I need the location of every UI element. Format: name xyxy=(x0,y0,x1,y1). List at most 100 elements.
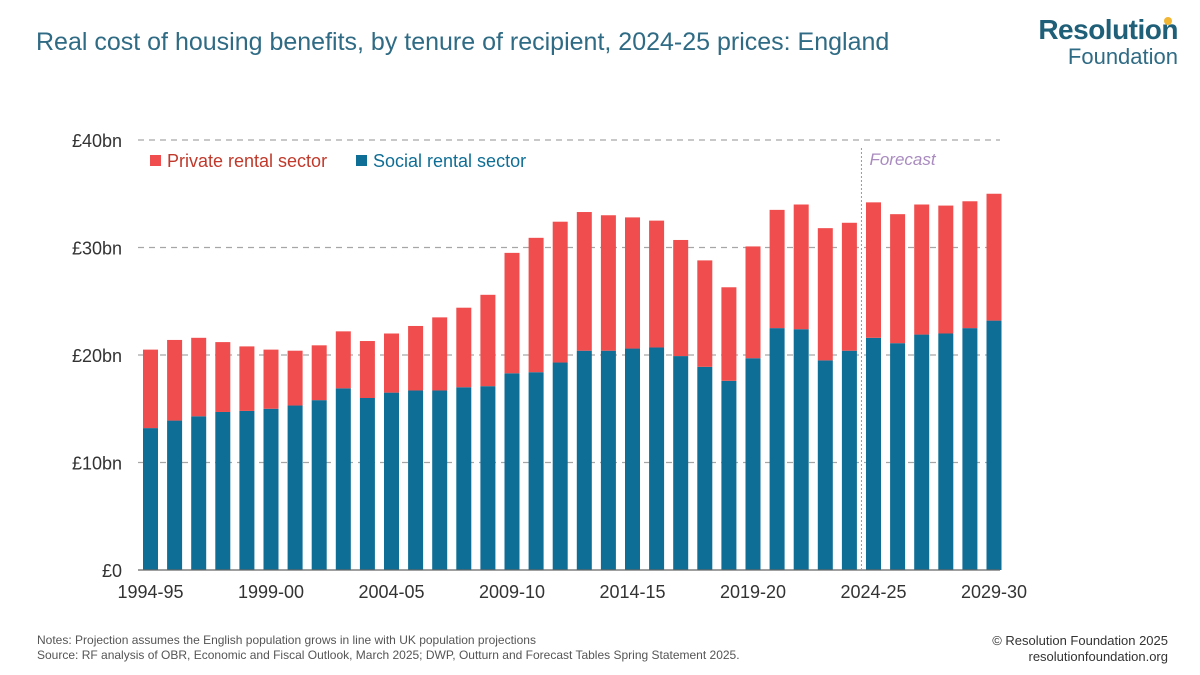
bar-private-rental xyxy=(649,220,665,348)
bar-social-rental xyxy=(721,380,737,570)
bar-private-rental xyxy=(552,221,568,363)
bar-social-rental xyxy=(480,386,496,570)
bar-private-rental xyxy=(576,212,592,351)
bar-private-rental xyxy=(384,333,399,393)
legend: Private rental sector Social rental secto… xyxy=(150,151,526,171)
bar-private-rental xyxy=(841,222,857,351)
bar-private-rental xyxy=(817,228,833,361)
legend-label-private: Private rental sector xyxy=(167,151,327,171)
legend-label-social: Social rental sector xyxy=(373,151,526,171)
bar-private-rental xyxy=(432,317,448,391)
legend-swatch-private xyxy=(150,155,161,166)
stacked-bar-chart: £0 £10bn £20bn £30bn £40bn 1994-95 1999-00 2004… xyxy=(72,131,1027,602)
y-tick-label: £40bn xyxy=(72,131,122,151)
bar-social-rental xyxy=(841,350,857,570)
bar-social-rental xyxy=(673,356,689,570)
logo-dot-icon xyxy=(1164,17,1172,25)
bar-social-rental xyxy=(697,366,713,570)
bar-social-rental xyxy=(866,337,881,570)
x-tick-label: 2019-20 xyxy=(720,582,786,602)
legend-swatch-social xyxy=(356,155,367,166)
bar-private-rental xyxy=(673,239,689,357)
x-tick-label: 2029-30 xyxy=(961,582,1027,602)
bar-private-rental xyxy=(866,202,881,338)
bar-social-rental xyxy=(335,388,351,570)
logo-wordmark-top: Resolution xyxy=(1038,14,1178,45)
bar-social-rental xyxy=(408,390,424,570)
bar-private-rental xyxy=(191,337,207,417)
x-tick-label: 1994-95 xyxy=(117,582,183,602)
bar-social-rental xyxy=(914,334,930,570)
bar-private-rental xyxy=(600,215,616,351)
source-text: Source: RF analysis of OBR, Economic and… xyxy=(37,648,740,662)
axes: £0 £10bn £20bn £30bn £40bn 1994-95 1999-00 2004… xyxy=(72,131,1027,602)
forecast-annotation: Forecast xyxy=(869,150,936,169)
bar-private-rental xyxy=(456,307,472,388)
bar-private-rental xyxy=(890,214,906,344)
bar-private-rental xyxy=(938,205,954,334)
bar-social-rental xyxy=(504,373,520,570)
bar-private-rental xyxy=(215,342,231,412)
bar-social-rental xyxy=(649,347,665,570)
bar-social-rental xyxy=(456,387,472,570)
y-tick-label: £10bn xyxy=(72,454,122,474)
bar-private-rental xyxy=(239,346,255,411)
bar-social-rental xyxy=(986,320,1002,570)
bar-social-rental xyxy=(769,328,785,570)
bar-social-rental xyxy=(239,410,255,570)
bar-private-rental xyxy=(167,339,183,421)
bar-social-rental xyxy=(817,360,833,570)
bar-private-rental xyxy=(793,204,809,330)
bar-private-rental xyxy=(986,193,1002,321)
resolution-foundation-logo: Resolution Foundation xyxy=(1038,16,1178,68)
logo-wordmark-bottom: Foundation xyxy=(1067,44,1178,69)
bars xyxy=(143,193,1002,570)
bar-private-rental xyxy=(335,331,351,389)
bar-private-rental xyxy=(263,349,279,409)
bar-social-rental xyxy=(384,392,399,570)
bar-private-rental xyxy=(480,294,496,387)
bar-private-rental xyxy=(143,349,158,429)
x-tick-label: 1999-00 xyxy=(238,582,304,602)
y-tick-label: £20bn xyxy=(72,346,122,366)
bar-private-rental xyxy=(311,345,327,401)
bar-private-rental xyxy=(914,204,930,335)
bar-social-rental xyxy=(576,350,592,570)
bar-social-rental xyxy=(263,408,279,570)
chart-title: Real cost of housing benefits, by tenure… xyxy=(36,28,890,56)
bar-social-rental xyxy=(359,398,375,570)
x-tick-label: 2024-25 xyxy=(840,582,906,602)
footnotes: Notes: Projection assumes the English po… xyxy=(37,633,740,663)
bar-social-rental xyxy=(552,362,568,570)
bar-social-rental xyxy=(890,343,906,570)
x-tick-label: 2004-05 xyxy=(358,582,424,602)
bar-private-rental xyxy=(962,201,978,329)
bar-social-rental xyxy=(962,328,978,570)
bar-private-rental xyxy=(769,209,785,329)
copyright-text: © Resolution Foundation 2025 xyxy=(992,633,1168,648)
bar-social-rental xyxy=(745,358,761,570)
bar-social-rental xyxy=(311,400,327,570)
bar-private-rental xyxy=(528,237,544,373)
bar-social-rental xyxy=(191,416,207,570)
bar-social-rental xyxy=(432,390,448,570)
bar-social-rental xyxy=(167,420,183,570)
bar-private-rental xyxy=(697,260,713,367)
bar-private-rental xyxy=(625,217,640,349)
bar-social-rental xyxy=(938,333,954,570)
website-text: resolutionfoundation.org xyxy=(1028,649,1169,664)
bar-social-rental xyxy=(625,348,640,570)
bar-social-rental xyxy=(287,405,303,570)
credits: © Resolution Foundation 2025 resolutionf… xyxy=(992,633,1168,665)
x-tick-label: 2009-10 xyxy=(479,582,545,602)
bar-private-rental xyxy=(745,246,761,359)
bar-social-rental xyxy=(215,411,231,570)
notes-text: Notes: Projection assumes the English po… xyxy=(37,633,536,647)
bar-private-rental xyxy=(721,287,737,381)
bar-social-rental xyxy=(793,329,809,570)
y-tick-label: £30bn xyxy=(72,239,122,259)
bar-social-rental xyxy=(528,372,544,570)
bar-social-rental xyxy=(143,428,158,570)
bar-private-rental xyxy=(359,341,375,398)
bar-social-rental xyxy=(600,350,616,570)
